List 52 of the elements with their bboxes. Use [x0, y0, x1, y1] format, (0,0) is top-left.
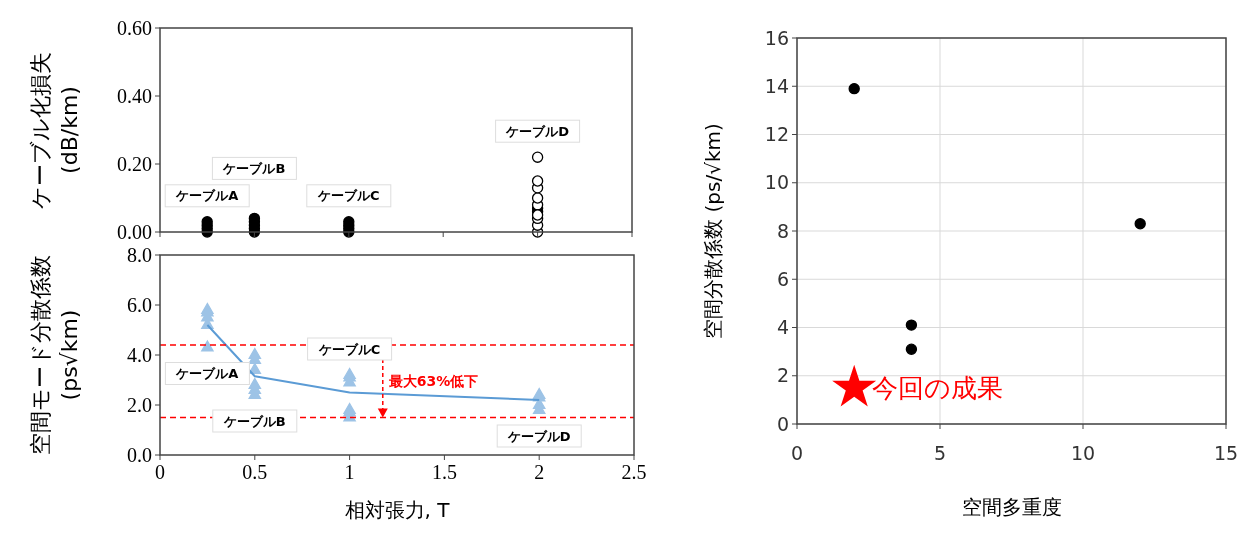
point	[248, 377, 262, 389]
x-axis-title: 相対張力, T	[344, 498, 451, 522]
y-tick-label: 6	[776, 267, 789, 290]
y-tick-label: 12	[764, 123, 789, 146]
y-tick-label: 4.0	[127, 344, 152, 366]
point	[248, 347, 262, 359]
y-tick-label: 16	[764, 26, 789, 49]
y-tick-label: 6.0	[127, 294, 152, 316]
x-tick-label: 2.5	[621, 461, 647, 483]
x-tick-label: 1.5	[431, 461, 457, 483]
x-tick-label: 5	[933, 442, 947, 464]
x-tick-label: 0.5	[242, 461, 268, 483]
y-tick-label: 8	[776, 219, 789, 242]
series-label: 今回の成果	[872, 372, 1004, 403]
point	[1134, 218, 1146, 230]
y-tick-label: 0	[776, 412, 789, 435]
y-axis-title: 空間分散係数 (ps/√km)	[701, 123, 725, 339]
x-tick-label: 0	[790, 442, 804, 464]
y-tick-label: 10	[764, 171, 789, 194]
annotation: ケーブルC	[317, 341, 381, 357]
point	[531, 151, 544, 163]
ref-line-label: 最大63%低下	[387, 373, 479, 390]
point	[531, 192, 544, 204]
annotation: ケーブルB	[222, 413, 286, 429]
y-tick-label: 0.20	[117, 153, 152, 175]
y-tick-label: 0.40	[117, 85, 152, 107]
y-tick-label: 8.0	[127, 244, 152, 266]
point	[905, 343, 918, 355]
x-tick-label: 2	[534, 461, 545, 483]
y-tick-label: 14	[764, 74, 789, 97]
y-tick-label: 0.0	[127, 444, 152, 466]
point	[848, 82, 860, 95]
y-tick-label: 2.0	[127, 394, 152, 416]
y-tick-label: 0.60	[117, 17, 152, 39]
y-axis-title: 空間モード分散係数 (ps√km)	[28, 255, 82, 455]
annotation: ケーブルC	[317, 188, 380, 204]
x-tick-label: 15	[1213, 442, 1239, 464]
y-tick-label: 2	[776, 364, 789, 387]
x-tick-label: 10	[1070, 442, 1096, 464]
annotation: ケーブルD	[505, 123, 570, 139]
point	[905, 319, 918, 331]
annotation: ケーブルB	[222, 160, 286, 176]
y-axis-title: ケーブル化損失 (dB/km)	[28, 51, 82, 209]
x-axis-title: 空間多重度	[961, 495, 1062, 519]
annotation: ケーブルA	[175, 188, 239, 204]
y-tick-label: 0.00	[117, 221, 152, 243]
annotation: ケーブルA	[175, 366, 239, 382]
y-tick-label: 4	[776, 316, 789, 339]
x-tick-label: 1	[344, 461, 355, 483]
annotation: ケーブルD	[506, 428, 571, 444]
point	[201, 340, 214, 352]
point	[531, 175, 544, 187]
